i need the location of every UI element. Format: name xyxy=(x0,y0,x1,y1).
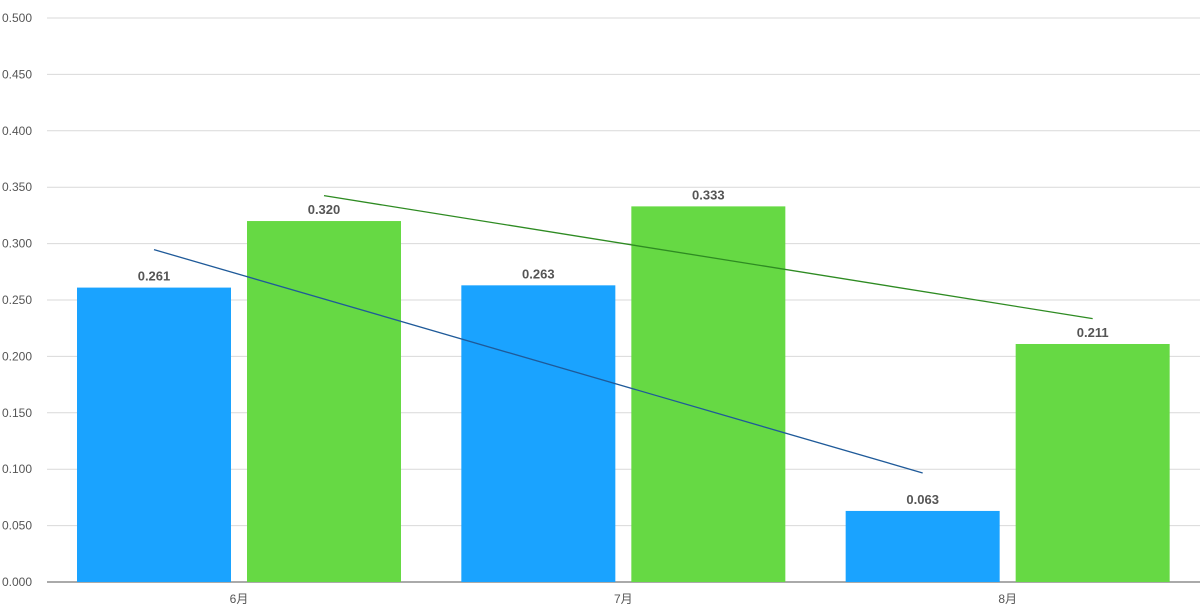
y-tick-label: 0.250 xyxy=(2,293,32,307)
data-label: 0.261 xyxy=(138,269,171,284)
y-tick-label: 0.400 xyxy=(2,124,32,138)
y-tick-label: 0.100 xyxy=(2,462,32,476)
bar xyxy=(845,510,1000,582)
trendline xyxy=(323,195,1093,320)
bar xyxy=(247,221,401,583)
y-tick-label: 0.300 xyxy=(2,237,32,251)
data-label: 0.333 xyxy=(692,187,725,202)
y-tick-label: 0.500 xyxy=(2,11,32,25)
x-tick-label: 7月 xyxy=(614,592,633,606)
data-label: 0.263 xyxy=(522,266,555,281)
y-tick-label: 0.150 xyxy=(2,406,32,420)
bar xyxy=(1015,343,1170,582)
x-tick-label: 6月 xyxy=(230,592,249,606)
y-tick-label: 0.450 xyxy=(2,67,32,81)
y-tick-label: 0.000 xyxy=(2,575,32,589)
y-tick-label: 0.050 xyxy=(2,519,32,533)
data-label: 0.063 xyxy=(906,492,939,507)
x-tick-label: 8月 xyxy=(998,592,1017,606)
y-tick-label: 0.200 xyxy=(2,349,32,363)
data-label: 0.320 xyxy=(308,202,341,217)
y-tick-label: 0.350 xyxy=(2,180,32,194)
data-label: 0.211 xyxy=(1077,325,1109,340)
bar xyxy=(461,285,616,582)
trendline xyxy=(153,248,923,474)
bar xyxy=(631,206,786,582)
bar xyxy=(77,287,231,582)
